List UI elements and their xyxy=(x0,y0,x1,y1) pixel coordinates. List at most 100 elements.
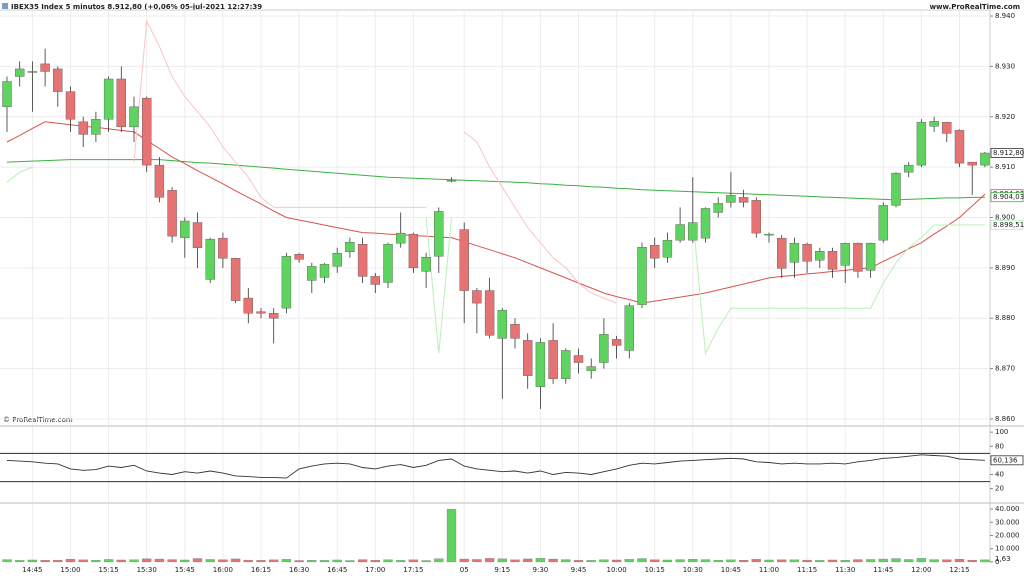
candle-body xyxy=(777,237,787,269)
volume-bar xyxy=(561,559,571,563)
volume-bar xyxy=(764,559,774,563)
volume-bar xyxy=(726,559,736,563)
volume-bar xyxy=(637,558,647,563)
volume-bar xyxy=(167,559,177,563)
volume-bar xyxy=(675,559,685,563)
volume-bar xyxy=(738,560,749,563)
volume-bar xyxy=(548,558,558,563)
volume-bar xyxy=(294,560,304,563)
volume-bar xyxy=(345,560,355,563)
candle-body xyxy=(446,180,457,182)
volume-bar xyxy=(865,559,876,563)
last-value-label: 60,136 xyxy=(993,456,1018,464)
volume-bar xyxy=(916,558,927,563)
candle-body xyxy=(434,211,444,257)
overlay-line xyxy=(6,159,985,201)
candle-body xyxy=(408,233,419,269)
volume-bar xyxy=(396,560,406,563)
candle-body xyxy=(827,251,838,270)
y-tick-label: 8.890 xyxy=(995,264,1015,272)
volume-bar xyxy=(243,559,253,563)
candle-body xyxy=(700,208,711,239)
candle-body xyxy=(675,224,685,241)
volume-bar xyxy=(980,559,990,563)
y-tick-label: 8.860 xyxy=(995,415,1015,423)
candle-body xyxy=(891,172,901,206)
candle-body xyxy=(332,253,342,267)
candle-body xyxy=(218,237,228,259)
x-tick-label: 10:45 xyxy=(721,566,741,574)
candle-body xyxy=(662,239,673,258)
volume-bar xyxy=(484,558,495,563)
y-tick-label: 0 xyxy=(995,558,999,566)
volume-bar xyxy=(650,559,660,563)
x-tick-label: 10:15 xyxy=(645,566,665,574)
volume-bar xyxy=(319,560,330,563)
volume-bar xyxy=(2,559,12,563)
candle-body xyxy=(548,340,558,379)
candle-body xyxy=(65,91,76,120)
candle-body xyxy=(129,106,139,128)
candle-body xyxy=(853,242,863,272)
icon xyxy=(2,3,8,9)
candle-body xyxy=(180,220,190,238)
candle-body xyxy=(802,243,812,262)
candle-body xyxy=(205,238,215,280)
candle-body xyxy=(611,339,622,346)
volume-bar xyxy=(370,560,380,563)
candle-body xyxy=(904,164,914,173)
x-tick-label: 15:00 xyxy=(60,566,80,574)
candle-body xyxy=(599,334,609,363)
candle-body xyxy=(27,71,38,73)
candle-body xyxy=(497,309,507,339)
volume-bar xyxy=(230,558,241,563)
volume-bar xyxy=(205,559,215,563)
candle-body xyxy=(738,197,749,203)
volume-bar xyxy=(53,559,63,563)
volume-bar xyxy=(497,558,507,563)
candle-body xyxy=(319,264,330,278)
candle-body xyxy=(421,257,431,272)
volume-bar xyxy=(827,559,838,563)
x-tick-label: 15:15 xyxy=(99,566,119,574)
y-tick-label: 40 xyxy=(995,471,1004,479)
volume-bar xyxy=(713,559,723,563)
volume-bar xyxy=(218,559,228,563)
x-tick-label: 9:45 xyxy=(571,566,587,574)
candle-body xyxy=(294,254,304,260)
volume-bar xyxy=(954,559,965,563)
volume-bar xyxy=(421,560,431,563)
volume-bar xyxy=(154,558,165,563)
candle-body xyxy=(523,340,533,376)
volume-bar xyxy=(573,560,584,563)
volume-bar xyxy=(383,559,393,563)
x-tick-label: 11:45 xyxy=(873,566,893,574)
candle-body xyxy=(53,68,63,92)
volume-bar xyxy=(269,559,279,563)
candle-body xyxy=(573,355,584,363)
volume-bar xyxy=(624,559,634,563)
y-tick-label: 20.000 xyxy=(995,532,1020,540)
volume-bar xyxy=(116,559,126,563)
volume-bar xyxy=(129,559,139,563)
last-value-box xyxy=(990,148,1024,158)
indicator-line xyxy=(6,454,985,479)
y-tick-label: 8.920 xyxy=(995,113,1015,121)
candle-body xyxy=(307,266,317,281)
volume-bar xyxy=(904,559,914,563)
volume-bar xyxy=(523,558,533,563)
overlay-line xyxy=(133,19,617,304)
volume-bar xyxy=(599,559,609,563)
candle-body xyxy=(967,161,977,166)
y-tick-label: 30.000 xyxy=(995,518,1020,526)
x-tick-label: 05 xyxy=(460,566,469,574)
volume-bar xyxy=(840,560,850,563)
last-value-label: 8.912,80 xyxy=(993,149,1024,157)
candle-body xyxy=(840,242,850,266)
volume-bar xyxy=(27,559,38,563)
volume-bar xyxy=(65,559,76,563)
volume-bar xyxy=(662,559,673,563)
x-tick-label: 15:30 xyxy=(137,566,157,574)
